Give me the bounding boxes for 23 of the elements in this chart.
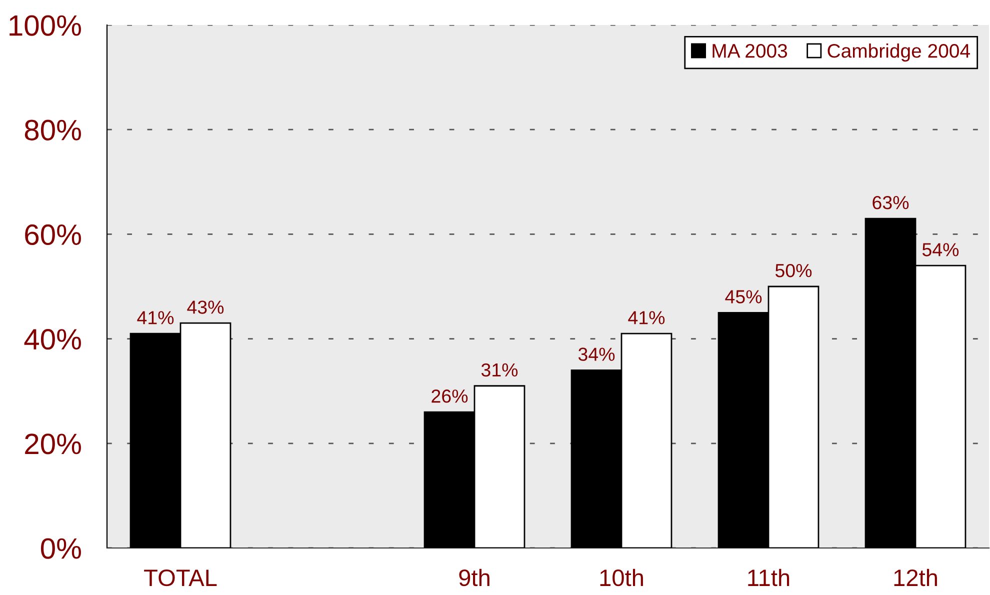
data-label: 34%: [578, 348, 615, 361]
data-label: 45%: [725, 290, 762, 304]
y-tick-label: 80%: [24, 120, 81, 140]
y-tick-label: 100%: [10, 15, 81, 36]
data-label: 43%: [187, 300, 224, 314]
x-tick-label: 12th: [894, 568, 937, 586]
data-label: 26%: [432, 389, 468, 403]
y-tick-label: 20%: [25, 434, 81, 454]
x-tick-label: 10th: [600, 568, 643, 586]
y-tick-label: 40%: [24, 329, 81, 350]
data-label: 31%: [481, 363, 518, 377]
x-tick-label: 9th: [459, 568, 490, 586]
data-label: 41%: [137, 311, 174, 324]
legend-label: MA 2003: [712, 44, 788, 58]
x-tick-label: TOTAL: [144, 569, 217, 586]
x-tick-label: 11th: [748, 568, 790, 586]
data-label: 54%: [922, 243, 959, 256]
y-tick-label: 60%: [25, 224, 81, 246]
y-tick-label: 0%: [40, 538, 81, 559]
data-label: 50%: [775, 264, 812, 278]
data-label: 41%: [628, 311, 665, 324]
data-label: 63%: [872, 196, 909, 210]
legend-label: Cambridge 2004: [828, 43, 970, 62]
